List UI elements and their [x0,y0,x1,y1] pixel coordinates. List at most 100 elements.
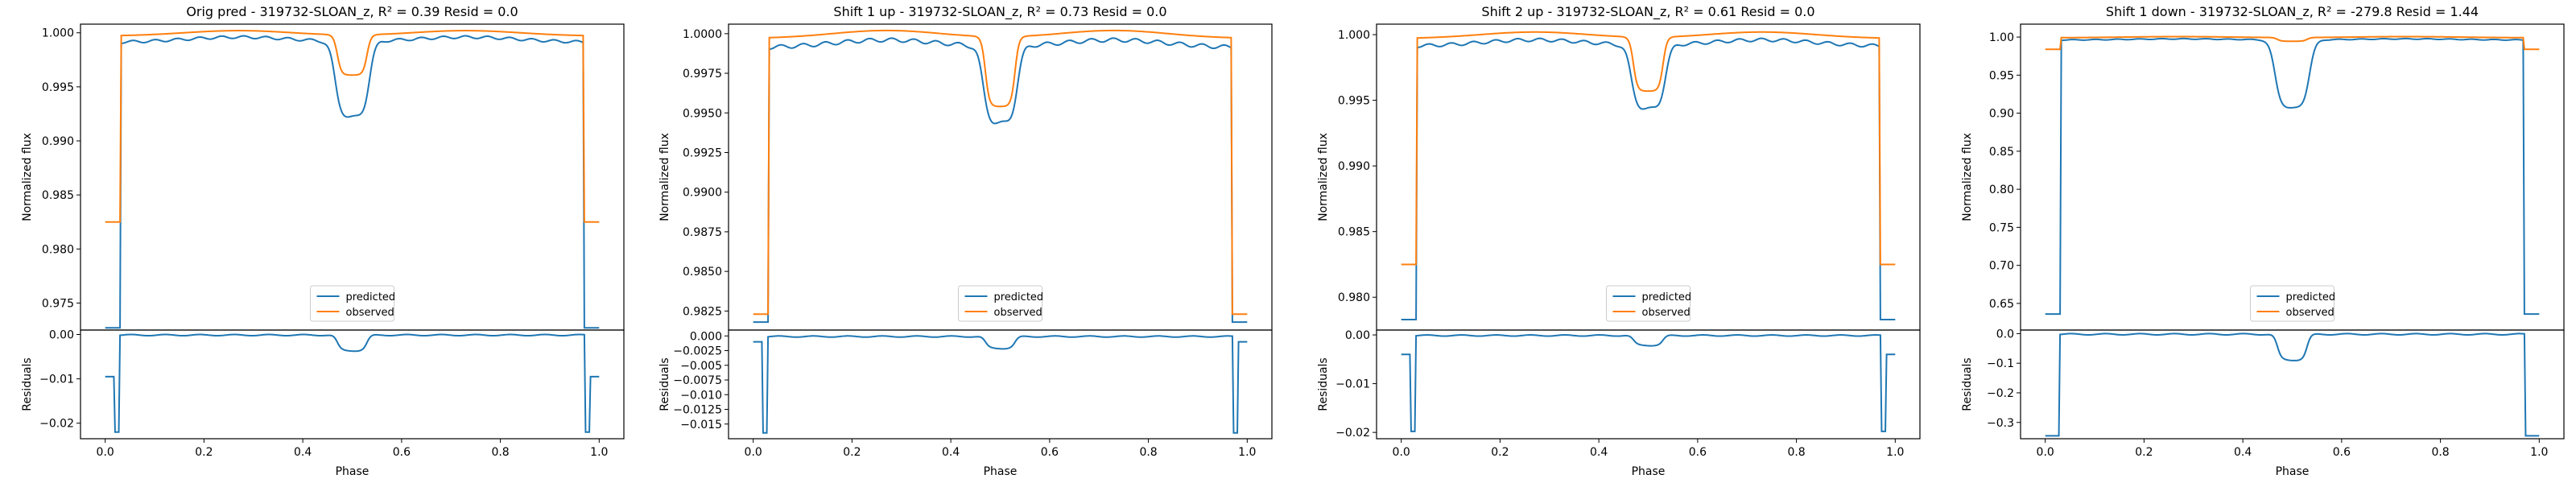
residual-axes-frame [728,329,1273,440]
series-observed-line [753,29,1248,316]
x-tick-label: 1.0 [1238,446,1256,459]
residual-y-axis-label: Residuals [658,357,671,411]
y-tick-label: 1.00 [1989,31,2014,44]
residual-y-tick-label: 0.00 [49,329,74,342]
x-tick-label: 0.4 [942,446,960,459]
y-tick-label: 0.9875 [683,226,722,239]
x-tick-label: 0.8 [491,446,509,459]
y-axis-label: Normalized flux [1317,133,1330,221]
y-tick-label: 0.9950 [683,107,722,120]
series-observed-line [1401,31,1896,266]
legend-entry-predicted: predicted [1642,291,1692,303]
residual-axes-frame [1376,329,1921,440]
y-tick-label: 0.95 [1989,69,2014,82]
x-axis-label: Phase [984,465,1018,478]
residual-y-tick-label: −0.2 [1987,387,2014,400]
chart-panel-3: Shift 2 up - 319732-SLOAN_z, R² = 0.61 R… [1317,4,1921,478]
y-axis-label: Normalized flux [1961,133,1974,221]
x-tick-label: 0.0 [745,446,762,459]
x-tick-label: 0.6 [393,446,411,459]
y-tick-label: 0.9850 [683,266,722,279]
main-axes-frame [728,23,1273,331]
y-tick-label: 1.000 [1338,29,1370,42]
x-tick-label: 0.2 [195,446,213,459]
legend-entry-observed: observed [1642,307,1690,319]
residual-y-axis-label: Residuals [1317,357,1330,411]
x-tick-label: 0.8 [1787,446,1805,459]
residual-y-tick-label: −0.01 [39,374,74,386]
residual-y-tick-label: −0.02 [1335,427,1370,440]
residual-line [105,333,600,433]
x-tick-label: 1.0 [2530,446,2548,459]
residual-y-tick-label: −0.0125 [673,404,722,417]
residual-line [1401,334,1896,432]
y-tick-label: 0.985 [1338,226,1370,239]
legend-entry-observed: observed [2286,307,2334,319]
x-tick-label: 0.6 [1041,446,1059,459]
legend: predicted observed [2250,285,2336,322]
residual-y-axis-label: Residuals [1961,357,1974,411]
x-tick-label: 0.2 [1491,446,1509,459]
x-axis-label: Phase [1632,465,1666,478]
chart-title: Shift 2 up - 319732-SLOAN_z, R² = 0.61 R… [1481,4,1814,20]
x-tick-label: 0.4 [294,446,312,459]
y-tick-label: 0.9925 [683,147,722,159]
main-axes-frame [2020,23,2565,331]
residual-y-tick-label: −0.010 [680,389,722,402]
legend-entry-predicted: predicted [346,291,396,303]
x-tick-label: 0.0 [2037,446,2054,459]
x-tick-label: 0.6 [1689,446,1707,459]
residual-y-tick-label: −0.0025 [673,345,722,358]
x-tick-label: 1.0 [590,446,608,459]
residual-y-tick-label: −0.005 [680,360,722,373]
residual-y-tick-label: −0.1 [1987,357,2014,370]
y-tick-label: 0.80 [1989,184,2014,196]
y-axis-label: Normalized flux [658,133,671,221]
y-tick-label: 0.9825 [683,305,722,318]
y-tick-label: 0.990 [42,135,74,148]
residual-y-tick-label: 0.00 [1345,329,1370,342]
legend-entry-observed: observed [346,307,394,319]
y-tick-label: 0.990 [1338,160,1370,173]
series-predicted-line [1401,37,1896,320]
residual-axes-frame [2020,329,2565,440]
y-tick-label: 0.70 [1989,260,2014,273]
residual-y-tick-label: 0.000 [690,330,722,343]
residual-y-tick-label: −0.3 [1987,417,2014,430]
chart-title: Orig pred - 319732-SLOAN_z, R² = 0.39 Re… [186,4,518,20]
series-predicted-line [2045,37,2540,316]
y-tick-label: 0.90 [1989,108,2014,121]
x-tick-label: 0.4 [1590,446,1608,459]
x-tick-label: 0.0 [97,446,114,459]
y-axis-label: Normalized flux [21,133,34,221]
y-tick-label: 1.000 [42,27,74,40]
residual-axes-frame [80,329,625,440]
y-tick-label: 0.995 [42,81,74,94]
x-tick-label: 0.0 [1393,446,1410,459]
y-tick-label: 0.9975 [683,68,722,80]
x-tick-label: 0.6 [2333,446,2351,459]
y-tick-label: 0.980 [1338,291,1370,304]
residual-y-axis-label: Residuals [21,357,34,411]
y-tick-label: 0.75 [1989,221,2014,234]
chart-panel-2: Shift 1 up - 319732-SLOAN_z, R² = 0.73 R… [658,4,1273,478]
series-predicted-line [105,35,600,329]
residual-y-tick-label: −0.015 [680,419,722,431]
legend: predicted observed [310,285,396,322]
x-axis-label: Phase [336,465,369,478]
legend-entry-predicted: predicted [2286,291,2336,303]
chart-title: Shift 1 up - 319732-SLOAN_z, R² = 0.73 R… [833,4,1166,20]
y-tick-label: 0.995 [1338,95,1370,108]
chart-title: Shift 1 down - 319732-SLOAN_z, R² = -279… [2106,4,2479,20]
residual-y-tick-label: 0.0 [1996,328,2014,341]
x-tick-label: 0.2 [843,446,861,459]
legend-entry-observed: observed [994,307,1042,319]
y-tick-label: 0.985 [42,189,74,202]
x-tick-label: 0.4 [2234,446,2252,459]
residual-y-tick-label: −0.02 [39,418,74,431]
y-tick-label: 0.9900 [683,187,722,200]
residual-y-tick-label: −0.0075 [673,374,722,387]
y-tick-label: 0.980 [42,243,74,256]
series-predicted-line [753,37,1248,324]
